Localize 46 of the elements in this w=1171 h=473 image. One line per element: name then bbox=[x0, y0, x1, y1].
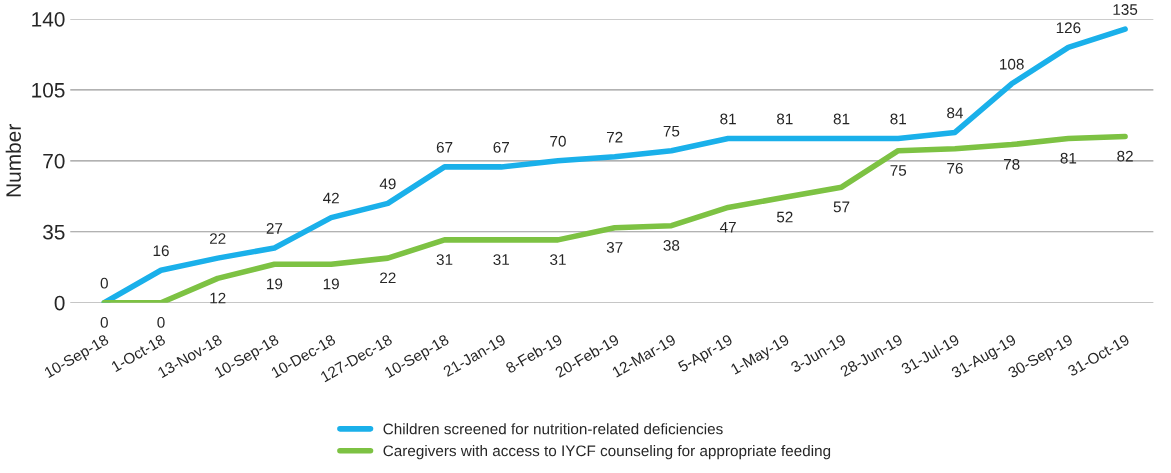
data-label: 22 bbox=[209, 233, 226, 244]
y-tick-label: 0 bbox=[54, 295, 65, 311]
data-label: 81 bbox=[776, 113, 793, 125]
data-label: 0 bbox=[100, 277, 108, 289]
data-label: 19 bbox=[267, 278, 283, 290]
data-label: 31 bbox=[436, 254, 453, 265]
data-label: 126 bbox=[1056, 22, 1081, 34]
data-label: 12 bbox=[210, 292, 226, 304]
data-label: 81 bbox=[1060, 152, 1077, 164]
data-label: 67 bbox=[493, 141, 509, 153]
data-label: 81 bbox=[833, 113, 850, 125]
y-tick-label: 35 bbox=[43, 224, 65, 240]
data-label: 31 bbox=[550, 254, 566, 265]
data-label: 81 bbox=[890, 113, 906, 125]
data-label: 75 bbox=[890, 165, 907, 176]
data-label: 82 bbox=[1117, 150, 1133, 162]
data-label: 52 bbox=[776, 211, 793, 223]
data-label: 31 bbox=[493, 254, 510, 265]
y-axis-title: Number bbox=[5, 124, 21, 197]
data-label: 76 bbox=[947, 162, 963, 174]
data-label: 78 bbox=[1003, 158, 1020, 170]
data-label: 0 bbox=[100, 317, 108, 328]
data-label: 57 bbox=[833, 201, 850, 213]
data-label: 16 bbox=[153, 245, 169, 257]
legend-label: Caregivers with access to IYCF counseling for appropriate feeding bbox=[383, 445, 831, 460]
data-label: 108 bbox=[1000, 58, 1024, 70]
data-label: 75 bbox=[663, 125, 680, 137]
data-label: 37 bbox=[606, 242, 623, 253]
data-label: 38 bbox=[663, 239, 680, 251]
data-label: 47 bbox=[719, 221, 736, 233]
legend-label: Children screened for nutrition-related deficiencies bbox=[383, 423, 723, 435]
data-label: 84 bbox=[947, 107, 963, 119]
data-label: 67 bbox=[436, 141, 453, 153]
data-label: 49 bbox=[379, 178, 396, 190]
data-label: 135 bbox=[1113, 4, 1138, 15]
data-label: 42 bbox=[322, 192, 339, 204]
y-tick-label: 70 bbox=[43, 153, 65, 169]
data-label: 27 bbox=[266, 223, 283, 234]
y-tick-label: 140 bbox=[32, 11, 65, 27]
y-tick-label: 105 bbox=[32, 82, 65, 98]
data-label: 22 bbox=[380, 272, 396, 284]
data-label: 70 bbox=[550, 135, 566, 147]
data-label: 0 bbox=[157, 317, 165, 328]
data-label: 72 bbox=[606, 131, 623, 143]
data-label: 81 bbox=[720, 113, 736, 125]
data-label: 19 bbox=[323, 278, 339, 290]
